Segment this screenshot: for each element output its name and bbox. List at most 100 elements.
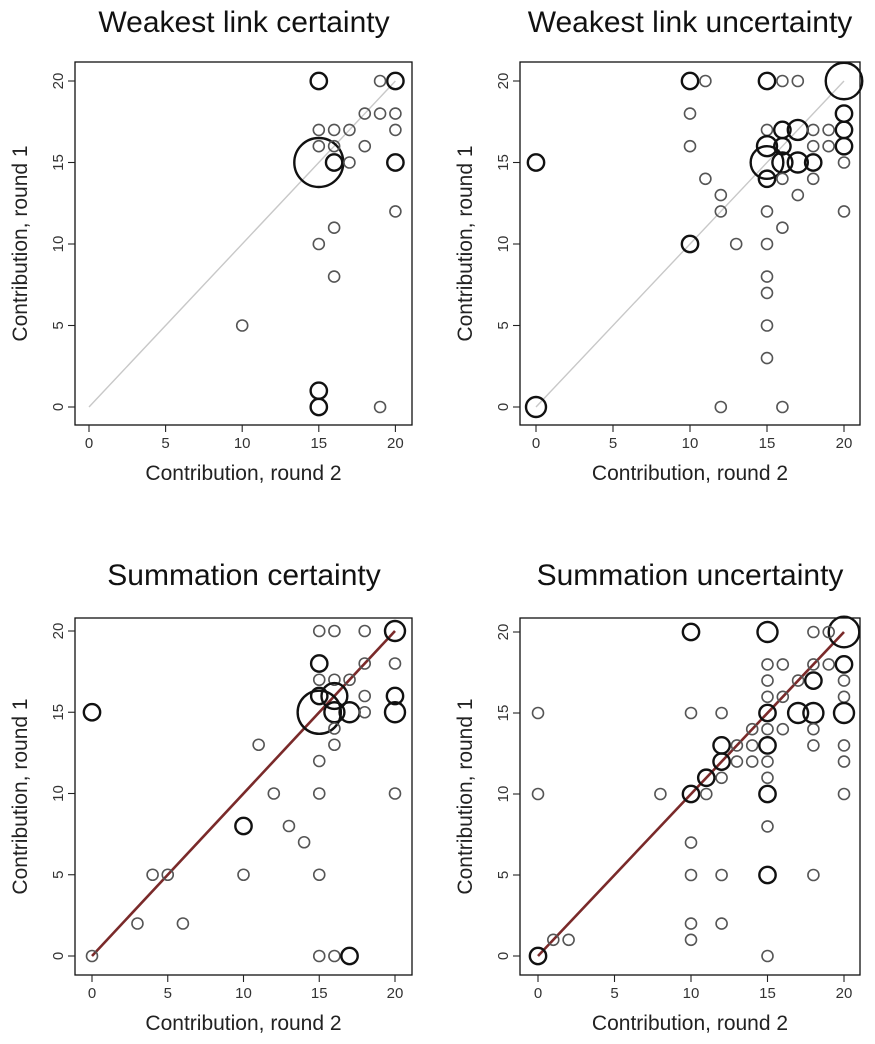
- data-point: [681, 784, 701, 804]
- data-point: [807, 739, 820, 752]
- data-point: [327, 270, 341, 283]
- y-tick-label: 5: [50, 871, 67, 879]
- x-tick-label: 15: [759, 985, 776, 1002]
- data-point: [761, 722, 774, 736]
- data-point: [343, 673, 356, 687]
- data-point: [320, 681, 349, 711]
- x-tick-label: 10: [235, 985, 252, 1002]
- y-axis-label: Contribution, round 1: [9, 145, 32, 341]
- data-point: [684, 917, 698, 930]
- data-point: [328, 624, 341, 638]
- data-point: [386, 153, 405, 172]
- x-tick-label: 5: [610, 985, 618, 1002]
- data-point: [358, 139, 372, 153]
- data-point: [776, 400, 789, 414]
- y-tick-label: 15: [50, 154, 67, 171]
- data-point: [729, 237, 743, 251]
- y-tick-label: 10: [495, 236, 512, 253]
- data-point: [837, 739, 851, 752]
- x-tick-label: 0: [88, 985, 96, 1002]
- y-tick-label: 20: [50, 623, 67, 640]
- data-point: [312, 754, 326, 768]
- data-point: [385, 686, 405, 706]
- data-point: [237, 868, 250, 882]
- chart-panel-2: Weakest link uncertainty 0 5 10 15 20 0 5 10 15 20…: [454, 6, 864, 485]
- data-point: [526, 153, 546, 172]
- x-tick-label: 15: [759, 435, 776, 452]
- y-tick-label: 20: [50, 73, 67, 90]
- data-point: [373, 74, 387, 88]
- x-tick-label: 5: [164, 985, 172, 1002]
- data-point: [358, 689, 372, 703]
- data-point: [807, 658, 820, 671]
- data-point: [776, 74, 789, 88]
- data-point: [834, 120, 854, 140]
- y-tick-label: 15: [50, 704, 67, 721]
- data-point: [715, 868, 728, 882]
- data-point: [760, 237, 774, 251]
- data-point: [761, 674, 774, 687]
- data-point: [328, 673, 341, 687]
- data-point: [837, 156, 851, 169]
- data-point: [85, 949, 99, 963]
- chart-panel-4: Summation uncertainty 0 5 10 15 20 0 5 10 15 20 Con…: [454, 559, 861, 1035]
- x-tick-label: 0: [532, 435, 540, 452]
- x-axis-label: Contribution, round 2: [592, 462, 788, 485]
- data-point: [761, 658, 774, 671]
- data-point: [654, 787, 667, 801]
- y-tick-label: 15: [495, 705, 512, 722]
- data-point: [340, 946, 359, 966]
- data-point: [712, 736, 731, 755]
- data-point: [358, 705, 372, 719]
- x-axis-label: Contribution, round 2: [592, 1012, 788, 1035]
- data-point: [776, 658, 790, 671]
- data-point: [807, 722, 820, 736]
- data-point: [343, 123, 356, 137]
- data-point: [715, 771, 728, 785]
- data-point: [714, 188, 728, 202]
- data-point: [235, 319, 249, 332]
- data-point: [714, 400, 728, 414]
- data-point: [338, 701, 361, 724]
- data-point: [328, 722, 341, 735]
- data-point: [562, 933, 575, 947]
- data-point: [837, 755, 851, 768]
- data-point: [680, 234, 700, 254]
- data-point: [699, 74, 712, 88]
- data-point: [807, 625, 820, 639]
- data-point: [761, 771, 774, 785]
- reference-line: [535, 80, 845, 408]
- chart-title: Weakest link certainty: [98, 6, 389, 39]
- data-point: [806, 139, 820, 153]
- data-point: [837, 787, 851, 801]
- data-point: [834, 104, 854, 123]
- data-point: [837, 674, 851, 687]
- data-point: [696, 768, 716, 788]
- data-point: [234, 816, 253, 836]
- data-point: [758, 703, 777, 723]
- data-point: [176, 917, 190, 930]
- data-point: [699, 172, 712, 186]
- data-point: [312, 787, 326, 800]
- data-point: [776, 221, 789, 234]
- data-point: [758, 736, 777, 755]
- y-tick-label: 0: [495, 952, 512, 960]
- data-point: [252, 738, 265, 752]
- data-point: [791, 188, 805, 202]
- data-point: [684, 933, 698, 947]
- data-point: [309, 686, 329, 706]
- data-point: [806, 123, 820, 137]
- x-tick-label: 5: [609, 435, 617, 452]
- x-tick-label: 10: [234, 435, 251, 452]
- x-tick-label: 20: [387, 435, 404, 452]
- x-tick-label: 5: [161, 435, 169, 452]
- data-point: [161, 868, 175, 882]
- data-point: [684, 706, 698, 720]
- data-point: [760, 270, 774, 283]
- data-point: [834, 655, 854, 674]
- data-point: [328, 949, 341, 963]
- y-axis-label: Contribution, round 1: [9, 698, 32, 894]
- data-point: [745, 722, 759, 736]
- data-point: [802, 701, 825, 725]
